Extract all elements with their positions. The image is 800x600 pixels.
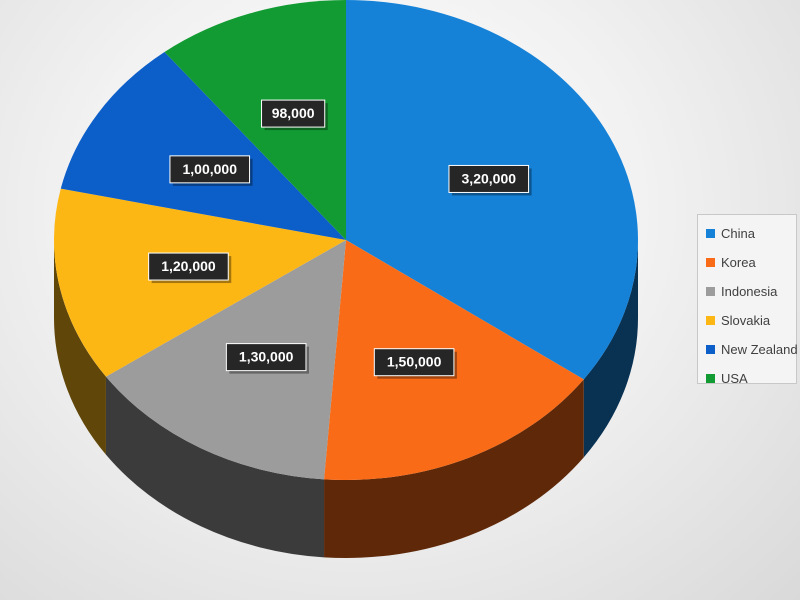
- legend-label: China: [721, 226, 755, 241]
- data-label-slovakia: 1,20,000: [148, 252, 232, 284]
- pie-side-korea: [324, 379, 584, 558]
- legend-swatch: [706, 374, 715, 383]
- legend: China Korea Indonesia Slovakia New Zealand US…: [697, 214, 798, 386]
- legend-swatch: [706, 316, 715, 325]
- data-label-box: [169, 155, 251, 184]
- legend-label: New Zealand: [721, 342, 798, 357]
- data-label-china: 3,20,000: [448, 164, 532, 196]
- pie-slice-slovakia: [53, 188, 346, 377]
- data-label-indonesia: 1,30,000: [225, 343, 309, 374]
- legend-item-new-zealand: New Zealand: [698, 335, 798, 364]
- data-label-text: 1,00,000: [182, 161, 237, 177]
- legend-swatch: [706, 287, 715, 296]
- legend-label: Indonesia: [721, 284, 778, 299]
- legend-item-usa: USA: [698, 364, 796, 393]
- data-label-korea: 1,50,000: [373, 348, 457, 379]
- data-label-usa: 98,000: [261, 99, 328, 131]
- pie-side-china: [583, 240, 638, 458]
- legend-item-china: China: [698, 219, 796, 248]
- data-label-box: [261, 99, 326, 128]
- data-label-box: [225, 343, 307, 372]
- legend-label: Korea: [721, 255, 756, 270]
- data-label-box: [373, 348, 455, 377]
- data-label-box: [448, 164, 530, 193]
- legend-label: USA: [721, 371, 748, 386]
- data-label-text: 1,30,000: [239, 349, 294, 365]
- legend-item-slovakia: Slovakia: [698, 306, 796, 335]
- legend-swatch: [706, 345, 715, 354]
- pie-slice-usa: [164, 0, 346, 240]
- legend-swatch: [706, 258, 715, 267]
- legend-item-korea: Korea: [698, 248, 796, 277]
- legend-label: Slovakia: [721, 313, 771, 328]
- data-label-text: 98,000: [272, 105, 315, 121]
- data-label-new-zealand: 1,00,000: [169, 155, 253, 186]
- legend-item-indonesia: Indonesia: [698, 277, 796, 306]
- data-label-text: 1,50,000: [387, 354, 442, 370]
- pie-side-indonesia: [105, 376, 325, 558]
- data-label-text: 3,20,000: [462, 170, 517, 186]
- data-label-box: [148, 252, 229, 281]
- data-label-text: 1,20,000: [161, 258, 216, 274]
- pie-slice-new-zealand: [60, 51, 347, 240]
- legend-swatch: [706, 229, 715, 238]
- pie-side-slovakia: [54, 240, 106, 455]
